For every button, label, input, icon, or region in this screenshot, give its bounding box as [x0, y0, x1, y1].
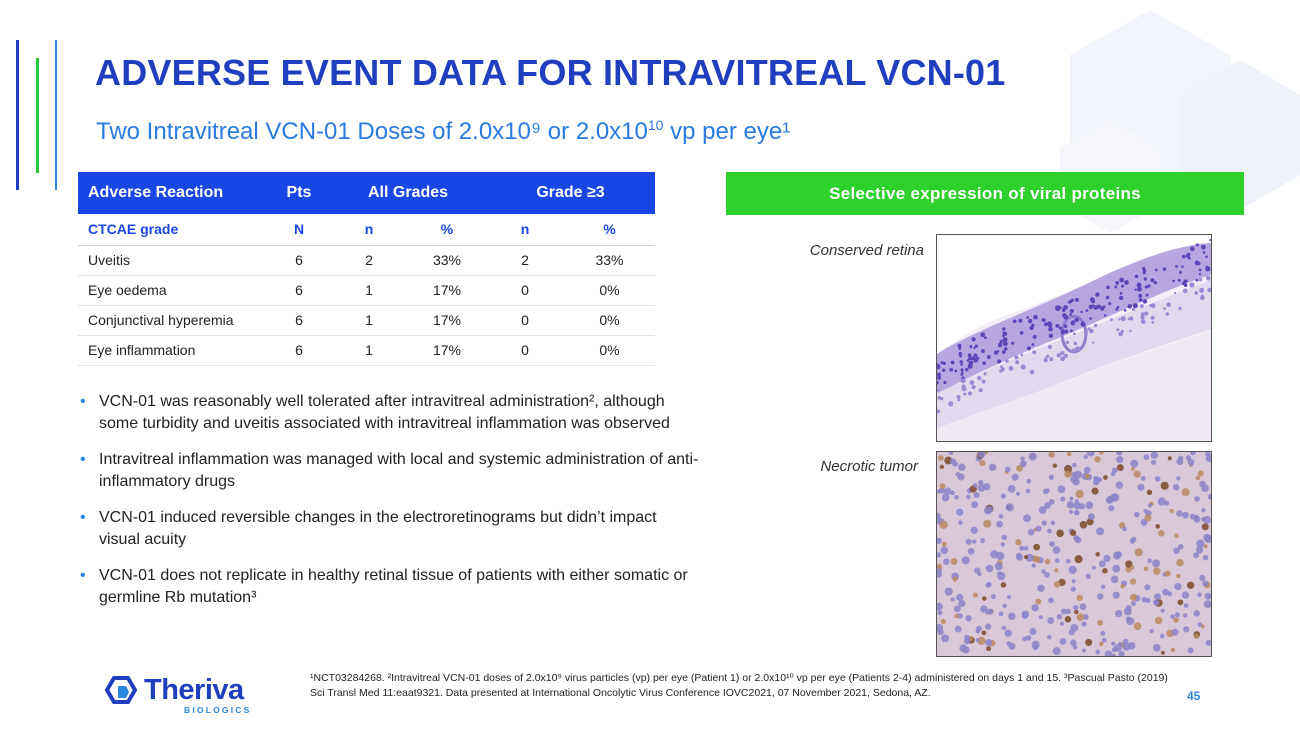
accent-line: [16, 40, 19, 190]
page-number: 45: [1187, 689, 1201, 703]
bullet-text: VCN-01 was reasonably well tolerated aft…: [99, 393, 670, 432]
table-row: Eye oedema 6 1 17% 0 0%: [78, 275, 655, 306]
table-cell: 17%: [408, 275, 486, 306]
table-row: Eye inflammation 6 1 17% 0 0%: [78, 335, 655, 366]
table-cell: Eye inflammation: [78, 335, 268, 366]
subheader-cell: n: [486, 214, 564, 246]
bullet-item: • VCN-01 was reasonably well tolerated af…: [80, 391, 700, 435]
header-all-grades: All Grades: [330, 172, 486, 214]
bullet-text: Intravitreal inflammation was managed wi…: [99, 451, 699, 490]
table-cell: 2: [486, 245, 564, 276]
header-grade-3: Grade ≥3: [486, 172, 655, 214]
table-cell: 6: [268, 335, 330, 366]
subtitle-exponent: 10: [647, 117, 664, 133]
theriva-logo-icon: [104, 676, 138, 704]
bullet-dot-icon: •: [80, 509, 86, 526]
subheader-cell: N: [268, 214, 330, 246]
bullet-item: • VCN-01 induced reversible changes in th…: [80, 507, 700, 551]
table-cell: 1: [330, 305, 408, 336]
bullet-text: VCN-01 does not replicate in healthy ret…: [99, 567, 688, 606]
header-adverse-reaction: Adverse Reaction: [78, 172, 268, 214]
page-title: ADVERSE EVENT DATA FOR INTRAVITREAL VCN-…: [95, 52, 1006, 93]
table-row: Uveitis 6 2 33% 2 33%: [78, 245, 655, 276]
table-cell: 17%: [408, 335, 486, 366]
bullet-dot-icon: •: [80, 393, 86, 410]
subheader-cell: n: [330, 214, 408, 246]
table-cell: 6: [268, 245, 330, 276]
hexagon-watermark-icon: [1060, 10, 1300, 233]
retina-histology-image: [936, 234, 1212, 442]
subtitle-suffix: vp per eye¹: [663, 118, 791, 145]
bullet-item: • Intravitreal inflammation was managed w…: [80, 449, 700, 493]
subtitle-prefix: Two Intravitreal VCN-01 Doses of 2.0x10⁹…: [96, 118, 648, 145]
table-cell: 0: [486, 275, 564, 306]
accent-line: [36, 58, 39, 173]
subheader-cell: CTCAE grade: [78, 214, 268, 246]
table-cell: Conjunctival hyperemia: [78, 305, 268, 336]
page-subtitle: Two Intravitreal VCN-01 Doses of 2.0x10⁹…: [96, 117, 790, 146]
subheader-cell: %: [408, 214, 486, 246]
table-cell: 1: [330, 335, 408, 366]
retina-label: Conserved retina: [809, 242, 924, 259]
theriva-logo: Theriva BIOLOGICS: [102, 672, 262, 717]
viral-proteins-banner: Selective expression of viral proteins: [726, 172, 1244, 215]
table-cell: 1: [330, 275, 408, 306]
bullet-text: VCN-01 induced reversible changes in the…: [99, 509, 657, 548]
header-pts: Pts: [268, 172, 330, 214]
table-cell: Eye oedema: [78, 275, 268, 306]
logo-wordmark: Theriva: [144, 674, 244, 706]
accent-line: [55, 40, 57, 190]
table-cell: 33%: [564, 245, 655, 276]
table-cell: 6: [268, 305, 330, 336]
tumor-histology-image: [936, 451, 1212, 657]
table-cell: 0%: [564, 305, 655, 336]
bullet-list: • VCN-01 was reasonably well tolerated af…: [80, 391, 700, 623]
bullet-dot-icon: •: [80, 567, 86, 584]
table-cell: 0%: [564, 335, 655, 366]
table-cell: 0: [486, 305, 564, 336]
table-cell: 6: [268, 275, 330, 306]
table-cell: 0: [486, 335, 564, 366]
bullet-dot-icon: •: [80, 451, 86, 468]
footnote: ¹NCT03284268. ²Intravitreal VCN-01 doses…: [310, 672, 1168, 699]
table-cell: 2: [330, 245, 408, 276]
tumor-label: Necrotic tumor: [820, 458, 918, 475]
bullet-item: • VCN-01 does not replicate in healthy re…: [80, 565, 700, 609]
table-cell: 0%: [564, 275, 655, 306]
subheader-row: CTCAE grade N n % n %: [78, 214, 655, 246]
table-row: Conjunctival hyperemia 6 1 17% 0 0%: [78, 305, 655, 336]
adverse-event-table: Adverse Reaction Pts All Grades Grade ≥3…: [78, 172, 655, 366]
table-cell: 33%: [408, 245, 486, 276]
logo-tagline: BIOLOGICS: [184, 705, 252, 715]
table-cell: 17%: [408, 305, 486, 336]
subheader-cell: %: [564, 214, 655, 246]
table-cell: Uveitis: [78, 245, 268, 276]
